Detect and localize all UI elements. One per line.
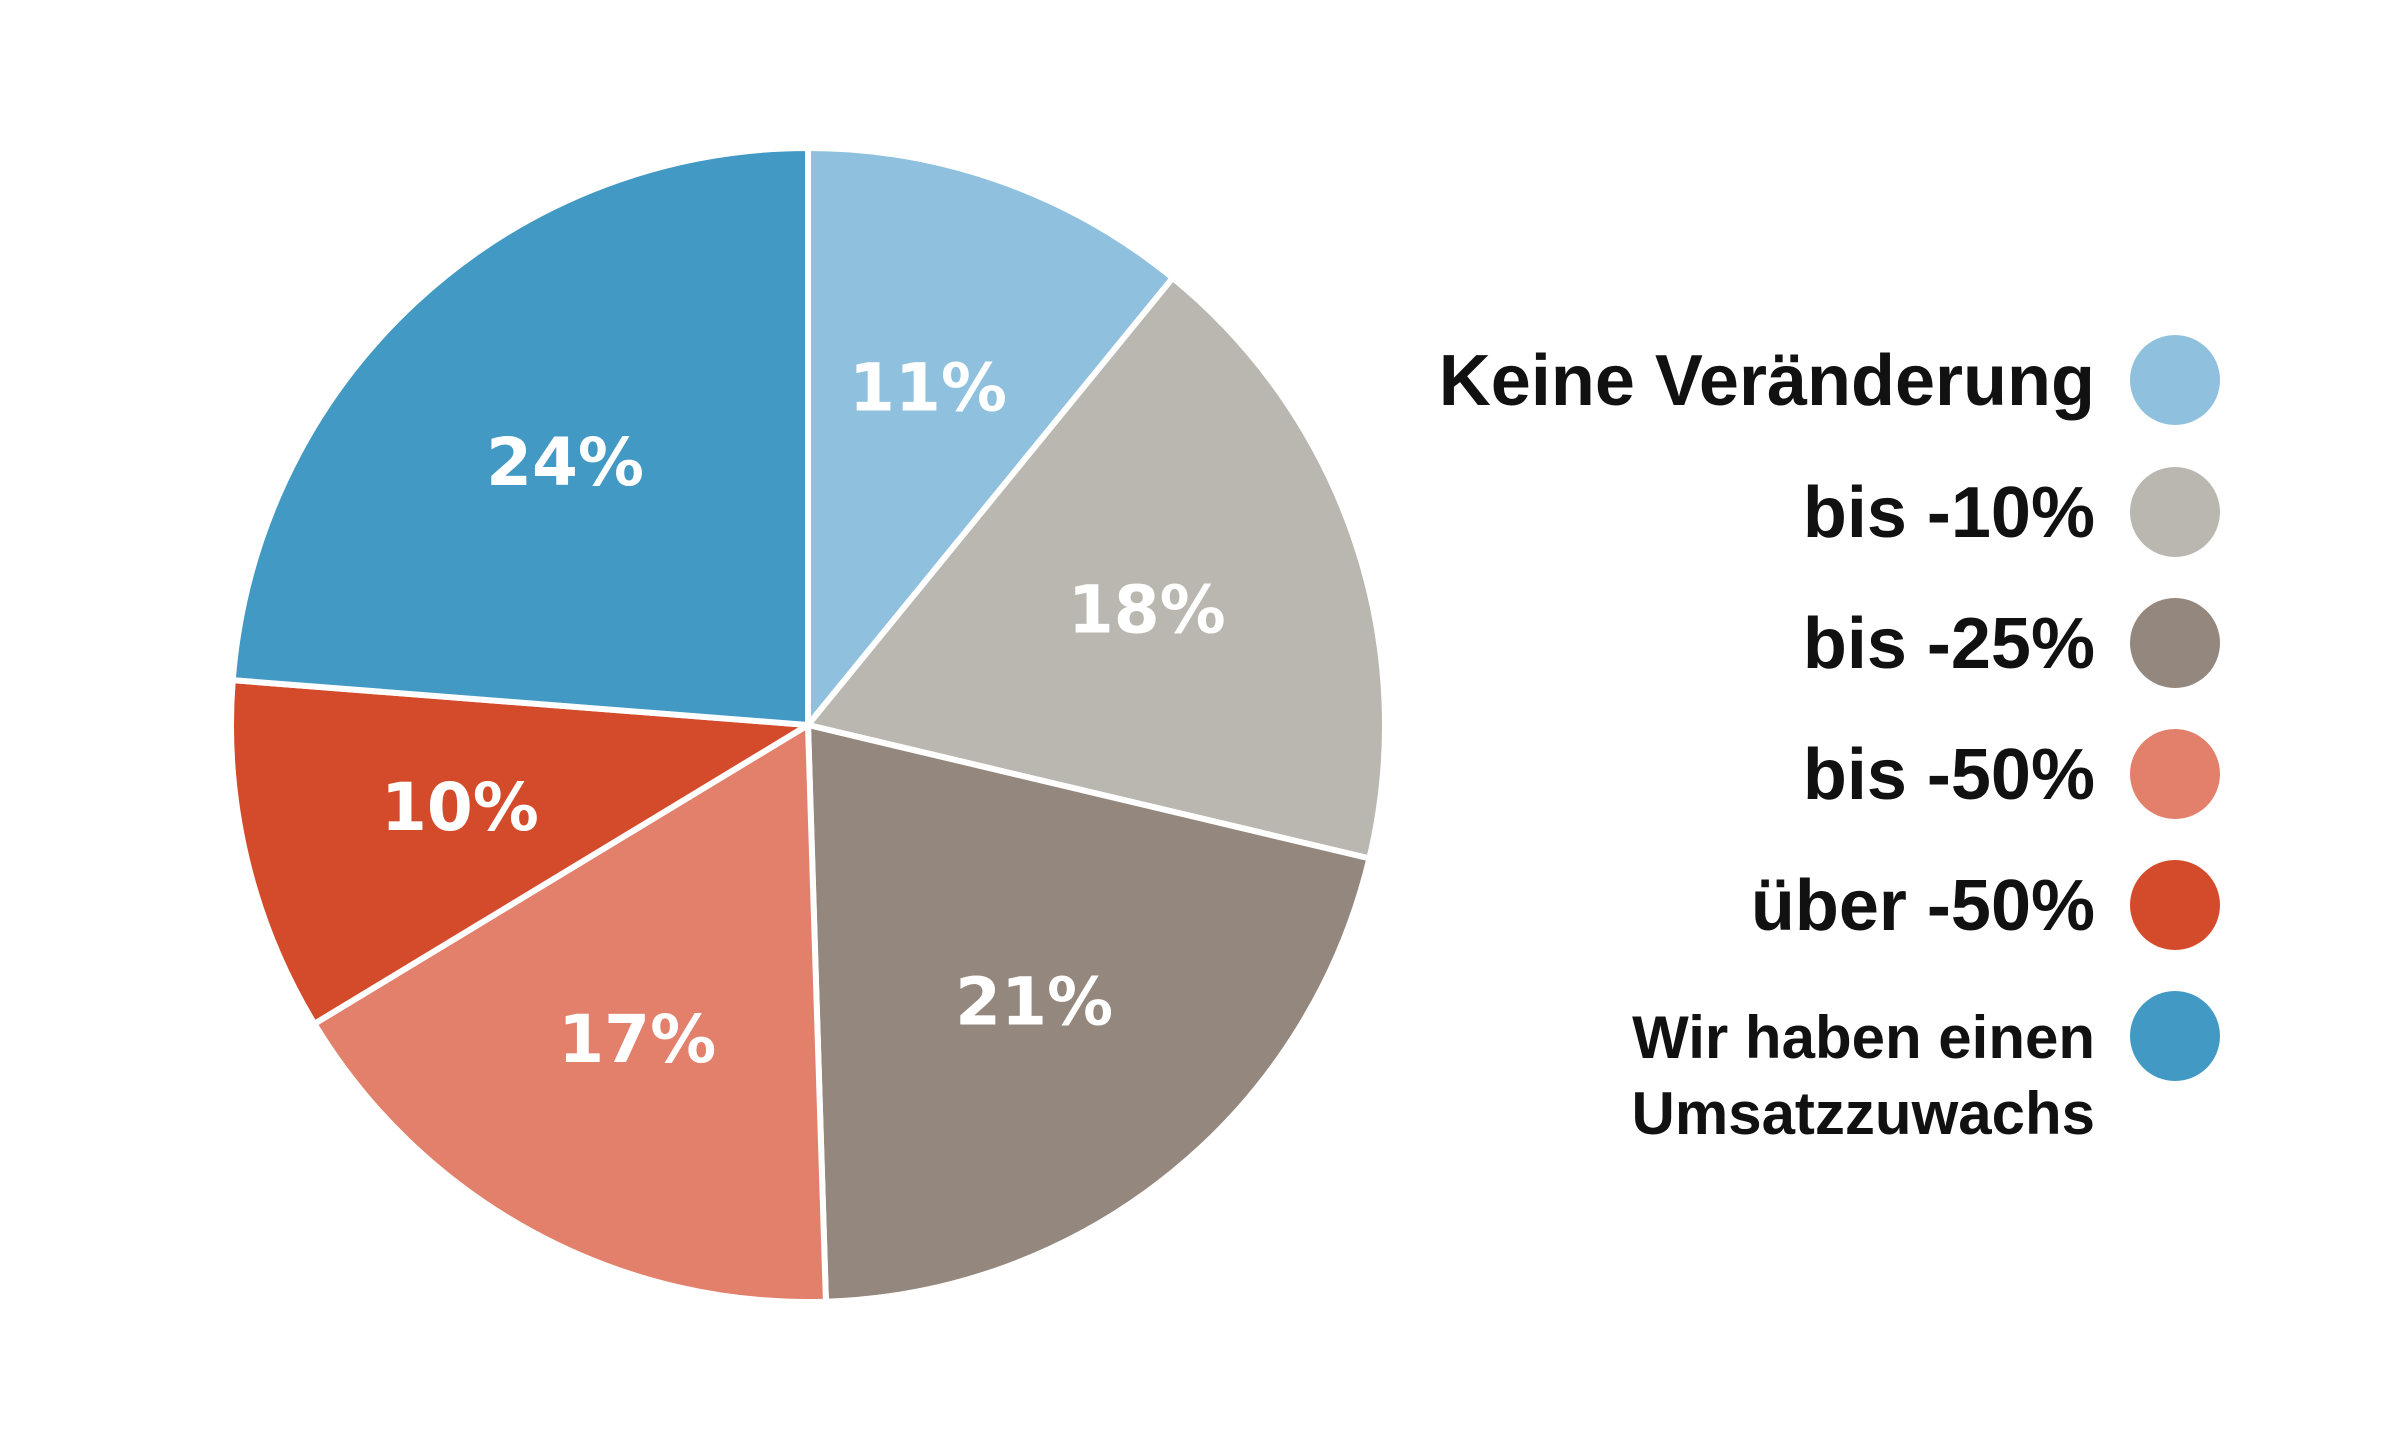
pie-slices [228,145,1388,1305]
legend-swatch [2130,467,2220,557]
slice-value-label: 17% [558,1001,716,1078]
legend-label: Keine Veränderung [1439,341,2095,421]
pie-slice-1 [805,145,1176,728]
pie-slice-2 [805,274,1388,862]
legend-swatch [2130,860,2220,950]
slice-value-label: 24% [486,424,644,501]
slice-value-label: 11% [849,349,1007,426]
legend-label-line: Umsatzzuwachs [1632,1080,2095,1147]
slice-value-label: 18% [1068,572,1226,649]
legend-label: bis -25% [1803,604,2095,684]
legend-swatch [2130,729,2220,819]
slice-value-label: 21% [955,964,1113,1041]
legend-swatch [2130,598,2220,688]
legend-label-line: Wir haben einen [1632,1004,2095,1071]
pie-slice-5 [228,677,811,1027]
legend: Keine Veränderung bis -10% bis -25% bis -50… [1439,335,2220,1147]
pie-slice-labels: 11% 18% 21% 17% 10% 24% [381,349,1226,1077]
legend-label: bis -10% [1803,473,2095,553]
legend-label: über -50% [1751,866,2095,946]
legend-swatch [2130,991,2220,1081]
legend-label: Wir haben einen Umsatzzuwachs [1632,1004,2095,1147]
legend-swatch [2130,335,2220,425]
pie-slice-3 [805,722,1373,1305]
slice-value-label: 10% [381,769,539,846]
legend-label: bis -50% [1803,735,2095,815]
pie-slice-4 [311,722,829,1305]
pie-slice-6 [229,145,811,728]
